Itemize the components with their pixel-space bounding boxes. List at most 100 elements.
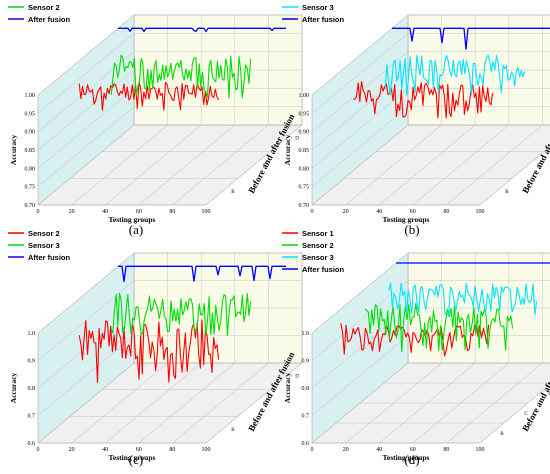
side-gridline bbox=[37, 335, 135, 416]
series-line bbox=[118, 265, 286, 283]
floor-gridline bbox=[138, 362, 235, 444]
y-tick-label: 0.70 bbox=[25, 203, 36, 209]
y-tick-label: 0.9 bbox=[302, 359, 310, 365]
floor-gridline bbox=[138, 124, 235, 206]
y-tick-label: 0.80 bbox=[299, 166, 310, 172]
floor-gridline bbox=[71, 124, 168, 206]
x-tick-label: 100 bbox=[476, 447, 485, 453]
floor-gridline bbox=[105, 124, 202, 206]
chart-panel-a: 0 20 40 60 80 100 0.70 0.75 0.80 0.85 0.90 0.95 1.00… bbox=[8, 3, 303, 237]
legend-label: After fusion bbox=[28, 15, 71, 24]
floor-gridline bbox=[105, 362, 202, 444]
side-gridline bbox=[311, 124, 409, 206]
floor-gridline bbox=[345, 124, 442, 206]
y-tick-label: 0.9 bbox=[28, 359, 36, 365]
side-gridline bbox=[37, 106, 135, 187]
y-tick-label: 0.90 bbox=[299, 130, 310, 136]
x-axis-label: Testing groups bbox=[383, 215, 430, 224]
panel-caption: (c) bbox=[129, 452, 143, 467]
y-tick-label: 0.95 bbox=[25, 111, 36, 117]
side-gridline bbox=[37, 88, 135, 169]
y-axis-label: Accuracy bbox=[9, 373, 18, 404]
y-axis-label: Accuracy bbox=[9, 135, 18, 166]
x-tick-label: 100 bbox=[202, 209, 211, 215]
series-line bbox=[118, 27, 286, 33]
depth-tick-label: D bbox=[295, 375, 299, 380]
side-gridline bbox=[311, 88, 409, 169]
side-gridline bbox=[311, 33, 409, 114]
depth-tick-label: C bbox=[263, 163, 267, 168]
x-axis-label: Testing groups bbox=[109, 215, 156, 224]
depth-tick-label: B bbox=[231, 190, 235, 195]
y-tick-label: 1.0 bbox=[28, 331, 36, 337]
legend-label: Sensor 1 bbox=[302, 229, 334, 238]
depth-tick-label: B bbox=[500, 432, 504, 437]
x-tick-label: 20 bbox=[69, 447, 75, 453]
y-axis-label: Accuracy bbox=[283, 373, 292, 404]
x-tick-label: 100 bbox=[202, 447, 211, 453]
depth-tick-label: C bbox=[524, 412, 528, 417]
series-line bbox=[110, 292, 252, 336]
y-tick-label: 0.85 bbox=[25, 148, 36, 154]
x-tick-label: 40 bbox=[102, 209, 108, 215]
legend-label: Sensor 3 bbox=[28, 241, 60, 250]
y-tick-label: 0.7 bbox=[302, 414, 310, 420]
y-tick-label: 0.95 bbox=[299, 111, 310, 117]
side-gridline bbox=[37, 69, 135, 151]
floor-gridline bbox=[71, 362, 168, 444]
legend-label: Sensor 3 bbox=[302, 3, 334, 12]
depth-tick-label: D bbox=[295, 137, 299, 142]
x-tick-label: 100 bbox=[476, 209, 485, 215]
floor-gridline bbox=[205, 362, 303, 444]
x-axis-label: Testing groups bbox=[383, 453, 430, 462]
panel-caption: (a) bbox=[129, 222, 143, 237]
legend-label: Sensor 2 bbox=[28, 229, 60, 238]
y-tick-label: 0.6 bbox=[302, 441, 310, 447]
series-line bbox=[364, 303, 514, 353]
y-tick-label: 0.6 bbox=[28, 441, 36, 447]
x-tick-label: 80 bbox=[169, 209, 175, 215]
y-tick-label: 0.8 bbox=[28, 386, 36, 392]
legend-label: Sensor 2 bbox=[28, 3, 60, 12]
depth-tick-label: B bbox=[505, 190, 509, 195]
x-tick-label: 20 bbox=[69, 209, 75, 215]
x-tick-label: 20 bbox=[343, 209, 349, 215]
y-tick-label: 0.85 bbox=[299, 148, 310, 154]
side-gridline bbox=[311, 280, 409, 361]
x-tick-label: 60 bbox=[136, 209, 142, 215]
series-line bbox=[110, 54, 252, 99]
side-gridline bbox=[311, 335, 409, 416]
y-tick-label: 1.00 bbox=[299, 93, 310, 99]
chart-panel-b: 0 20 40 60 80 100 0.70 0.75 0.80 0.85 0.90 0.95 1.00… bbox=[282, 3, 550, 237]
side-gridline bbox=[311, 51, 409, 132]
x-axis-label: Testing groups bbox=[109, 453, 156, 462]
x-tick-label: 80 bbox=[443, 447, 449, 453]
chart-panel-c: 0 20 40 60 80 100 0.6 0.7 0.8 0.9 1.0 B C D Testing gr… bbox=[8, 229, 303, 467]
floor-gridline bbox=[412, 124, 509, 206]
x-tick-label: 20 bbox=[343, 447, 349, 453]
depth-tick-label: C bbox=[537, 163, 541, 168]
series-line bbox=[392, 27, 550, 50]
series-line bbox=[384, 54, 526, 96]
x-tick-label: 60 bbox=[410, 447, 416, 453]
legend-label: After fusion bbox=[302, 265, 345, 274]
legend-label: Sensor 2 bbox=[302, 241, 334, 250]
x-tick-label: 40 bbox=[376, 447, 382, 453]
side-gridline bbox=[311, 307, 409, 389]
y-tick-label: 0.75 bbox=[299, 185, 310, 191]
x-tick-label: 40 bbox=[376, 209, 382, 215]
y-tick-label: 0.75 bbox=[25, 185, 36, 191]
x-tick-label: 60 bbox=[136, 447, 142, 453]
y-tick-label: 0.8 bbox=[302, 386, 310, 392]
side-gridline bbox=[37, 362, 135, 444]
x-tick-label: 80 bbox=[443, 209, 449, 215]
depth-tick-label: C bbox=[263, 401, 267, 406]
y-tick-label: 0.70 bbox=[299, 203, 310, 209]
y-tick-label: 0.80 bbox=[25, 166, 36, 172]
x-tick-label: 0 bbox=[311, 209, 314, 215]
panel-caption: (d) bbox=[404, 452, 419, 467]
panel-caption: (b) bbox=[404, 222, 419, 237]
depth-tick-label: D bbox=[548, 392, 550, 397]
x-tick-label: 0 bbox=[311, 447, 314, 453]
